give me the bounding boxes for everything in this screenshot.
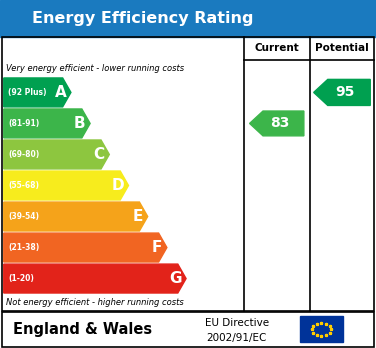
Bar [0, 311, 376, 348]
Bar [300, 316, 343, 342]
Polygon shape [4, 78, 71, 107]
Text: (69-80): (69-80) [8, 150, 39, 159]
Text: A: A [55, 85, 67, 100]
Text: England & Wales: England & Wales [13, 322, 152, 337]
Text: 95: 95 [335, 85, 355, 100]
Text: 2002/91/EC: 2002/91/EC [207, 333, 267, 342]
Text: (21-38): (21-38) [8, 243, 39, 252]
Bar [2, 312, 374, 347]
Text: E: E [133, 209, 143, 224]
Text: Not energy efficient - higher running costs: Not energy efficient - higher running co… [6, 298, 183, 307]
Text: (81-91): (81-91) [8, 119, 39, 128]
Text: (1-20): (1-20) [8, 274, 34, 283]
Text: B: B [74, 116, 86, 131]
Polygon shape [4, 140, 109, 169]
Text: 83: 83 [270, 117, 289, 130]
Text: EU Directive: EU Directive [205, 318, 269, 328]
Text: F: F [152, 240, 162, 255]
Bar [0, 0, 376, 37]
Polygon shape [4, 171, 129, 200]
Polygon shape [4, 264, 186, 293]
Text: Energy Efficiency Rating: Energy Efficiency Rating [32, 11, 254, 26]
Text: G: G [169, 271, 182, 286]
Polygon shape [4, 109, 90, 138]
Polygon shape [4, 202, 148, 231]
Text: Current: Current [254, 44, 299, 53]
Text: (55-68): (55-68) [8, 181, 39, 190]
Polygon shape [250, 111, 304, 136]
Text: D: D [111, 178, 124, 193]
Bar [2, 37, 374, 311]
Text: (92 Plus): (92 Plus) [8, 88, 47, 97]
Text: (39-54): (39-54) [8, 212, 39, 221]
Text: Very energy efficient - lower running costs: Very energy efficient - lower running co… [6, 64, 184, 73]
Text: Potential: Potential [315, 44, 369, 53]
Polygon shape [314, 79, 370, 105]
Text: C: C [94, 147, 105, 162]
Polygon shape [4, 233, 167, 262]
